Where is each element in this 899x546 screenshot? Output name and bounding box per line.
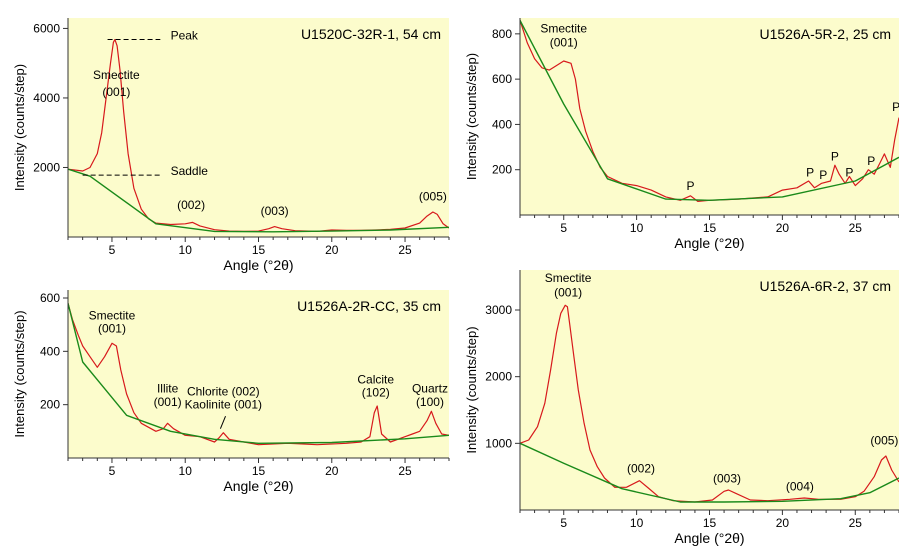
peak-annotation: Saddle bbox=[171, 164, 209, 178]
x-axis-title: Angle (°2θ) bbox=[674, 530, 744, 546]
peak-annotation: Quartz bbox=[412, 382, 448, 396]
baseline-line bbox=[520, 442, 899, 503]
peak-annotation: Calcite bbox=[357, 372, 394, 386]
peak-annotation: P bbox=[831, 150, 839, 164]
y-tick-label: 3000 bbox=[485, 303, 512, 317]
x-axis-title: Angle (°2θ) bbox=[674, 235, 744, 251]
peak-annotation: P bbox=[892, 100, 899, 114]
x-axis-title: Angle (°2θ) bbox=[223, 478, 293, 494]
baseline-line bbox=[520, 19, 899, 201]
chart-panel-2: 5 10 15 20 25 200 400 600 800 Angle (°2θ) Intensit… bbox=[464, 18, 899, 251]
peak-annotation: (005) bbox=[419, 190, 447, 204]
peak-annotation: Smectite bbox=[93, 68, 140, 82]
x-tick-label: 25 bbox=[849, 221, 863, 235]
x-tick-label: 15 bbox=[252, 464, 266, 478]
plot-area bbox=[520, 18, 899, 215]
peak-annotation: (100) bbox=[416, 395, 444, 409]
x-tick-label: 20 bbox=[325, 464, 339, 478]
y-tick-label: 6000 bbox=[33, 21, 60, 35]
y-tick-label: 2000 bbox=[485, 370, 512, 384]
diffraction-pattern-line bbox=[68, 303, 449, 446]
x-tick-label: 20 bbox=[776, 516, 790, 530]
peak-annotation: Kaolinite (001) bbox=[185, 398, 262, 412]
x-tick-label: 25 bbox=[849, 516, 863, 530]
y-tick-label: 200 bbox=[492, 163, 512, 177]
x-tick-label: 15 bbox=[703, 516, 717, 530]
peak-annotation: Smectite bbox=[545, 271, 592, 285]
chart-panel-3: 5 10 15 20 25 200 400 600 Angle (°2θ) Intensity (… bbox=[12, 290, 450, 494]
panel-title: U1526A-2R-CC, 35 cm bbox=[297, 298, 441, 314]
peak-annotation: P bbox=[806, 166, 814, 180]
peak-annotation: (005) bbox=[870, 434, 898, 448]
x-tick-label: 5 bbox=[560, 221, 567, 235]
peak-annotation: Illite bbox=[157, 382, 179, 396]
peak-annotation: (102) bbox=[362, 386, 390, 400]
y-tick-label: 400 bbox=[40, 344, 60, 358]
x-tick-label: 20 bbox=[776, 221, 790, 235]
plot-area bbox=[520, 270, 899, 510]
x-tick-label: 5 bbox=[109, 464, 116, 478]
peak-annotation: Smectite bbox=[540, 22, 587, 36]
y-tick-label: 600 bbox=[40, 291, 60, 305]
y-axis-title: Intensity (counts/step) bbox=[12, 64, 27, 191]
chart-panel-1: 5 10 15 20 25 2000 4000 6000 Angle (°2θ) Intensit… bbox=[12, 18, 450, 273]
x-tick-label: 20 bbox=[325, 243, 339, 257]
y-axis-title: Intensity (counts/step) bbox=[464, 326, 479, 453]
x-tick-label: 25 bbox=[398, 243, 412, 257]
baseline-line bbox=[68, 303, 449, 444]
panel-title: U1520C-32R-1, 54 cm bbox=[301, 26, 441, 42]
x-tick-label: 10 bbox=[179, 243, 193, 257]
peak-annotation: Peak bbox=[171, 29, 199, 43]
y-tick-label: 2000 bbox=[33, 160, 60, 174]
peak-annotation: Smectite bbox=[89, 308, 136, 322]
plot-area bbox=[68, 18, 449, 237]
x-tick-label: 10 bbox=[630, 516, 644, 530]
peak-annotation: (001) bbox=[98, 322, 126, 336]
diffraction-pattern-line bbox=[68, 39, 449, 232]
y-tick-label: 600 bbox=[492, 72, 512, 86]
peak-annotation: (003) bbox=[261, 204, 289, 218]
peak-annotation: P bbox=[687, 179, 695, 193]
peak-annotation: (002) bbox=[627, 462, 655, 476]
y-tick-label: 200 bbox=[40, 398, 60, 412]
peak-annotation: P bbox=[819, 168, 827, 182]
diffraction-pattern-line bbox=[520, 304, 899, 503]
x-axis-title: Angle (°2θ) bbox=[223, 257, 293, 273]
annotation-pointer bbox=[219, 415, 226, 429]
x-tick-label: 10 bbox=[179, 464, 193, 478]
peak-annotation: (004) bbox=[786, 480, 814, 494]
peak-annotation: (003) bbox=[713, 472, 741, 486]
peak-annotation: (002) bbox=[177, 198, 205, 212]
y-tick-label: 400 bbox=[492, 117, 512, 131]
peak-annotation: (001) bbox=[154, 395, 182, 409]
baseline-line bbox=[68, 168, 449, 233]
peak-annotation: (001) bbox=[102, 85, 130, 99]
x-tick-label: 15 bbox=[703, 221, 717, 235]
y-axis-title: Intensity (counts/step) bbox=[12, 310, 27, 437]
y-tick-label: 4000 bbox=[33, 91, 60, 105]
peak-annotation: (001) bbox=[554, 286, 582, 300]
peak-annotation: P bbox=[845, 166, 853, 180]
plot-area bbox=[68, 290, 449, 458]
x-tick-label: 25 bbox=[398, 464, 412, 478]
peak-annotation: (001) bbox=[550, 35, 578, 49]
y-tick-label: 1000 bbox=[485, 436, 512, 450]
x-tick-label: 15 bbox=[252, 243, 266, 257]
x-tick-label: 5 bbox=[109, 243, 116, 257]
chart-panel-4: 5 10 15 20 25 1000 2000 3000 Angle (°2θ) Intensit… bbox=[464, 270, 899, 546]
y-axis-title: Intensity (counts/step) bbox=[464, 53, 479, 180]
peak-annotation: Chlorite (002) bbox=[187, 384, 260, 398]
x-tick-label: 5 bbox=[560, 516, 567, 530]
x-tick-label: 10 bbox=[630, 221, 644, 235]
panel-title: U1526A-5R-2, 25 cm bbox=[759, 26, 891, 42]
peak-annotation: P bbox=[867, 154, 875, 168]
panel-title: U1526A-6R-2, 37 cm bbox=[759, 278, 891, 294]
y-tick-label: 800 bbox=[492, 27, 512, 41]
